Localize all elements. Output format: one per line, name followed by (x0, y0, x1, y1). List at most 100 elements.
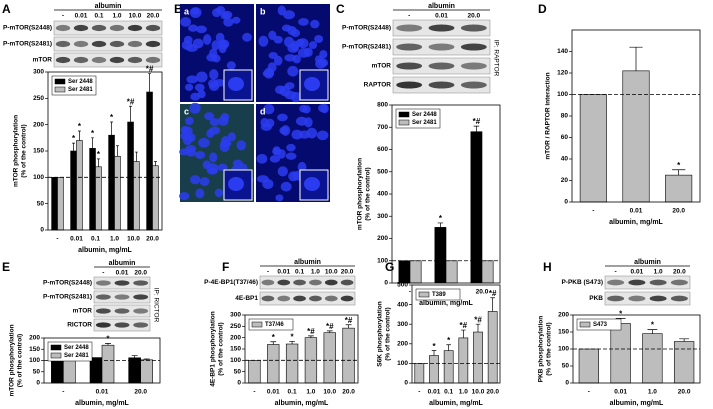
blot-strip (604, 291, 691, 306)
error-bar (72, 142, 76, 151)
nucleus (262, 178, 274, 190)
nucleus (281, 24, 292, 32)
bar (473, 331, 483, 384)
panel-letter: H (543, 260, 552, 274)
nucleus (302, 105, 311, 114)
blot-band (91, 24, 107, 32)
nucleus (209, 117, 220, 127)
y-axis-label: (% of the control) (218, 322, 225, 375)
blot-row-label: PKB (589, 295, 603, 302)
bar (114, 155, 121, 231)
blot-band (95, 280, 111, 286)
y-tick-label: 50 (37, 200, 45, 207)
y-tick-label: 500 (397, 282, 408, 289)
plot-frame (411, 284, 501, 384)
x-tick-label: 10.0 (127, 236, 140, 243)
nucleus (217, 163, 228, 172)
blot-row-label: RAPTOR (364, 82, 392, 89)
significance-mark: *# (473, 117, 481, 126)
blot-band (649, 295, 667, 302)
nucleus (304, 177, 320, 191)
image-label: b (260, 6, 266, 16)
significance-mark: * (619, 310, 623, 319)
y-axis-label: PKB phosphorylation (538, 316, 545, 382)
significance-mark: *# (326, 322, 334, 331)
x-tick-label: - (418, 389, 420, 396)
lane-label: 20.0 (341, 269, 354, 276)
lane-label: 0.01 (116, 270, 129, 277)
blot-strip (53, 36, 163, 52)
x-axis-label: albumin, mg/mL (610, 400, 664, 407)
nucleus (263, 103, 275, 115)
x-tick-label: 20.0 (476, 289, 489, 296)
error-bar (115, 145, 119, 157)
bar (70, 150, 77, 231)
bar (398, 260, 411, 284)
blot-strip (53, 20, 163, 36)
bar (127, 121, 134, 231)
y-axis-label: (% of the control) (365, 167, 372, 220)
bar (63, 360, 76, 384)
y-axis-label: S6K phosphorylation (377, 301, 384, 366)
y-tick-label: 300 (33, 69, 44, 76)
y-axis-label: (% of the control) (17, 334, 24, 387)
x-axis-label: albumin, mg/mL (78, 247, 132, 254)
y-tick-label: 60 (561, 134, 569, 141)
x-tick-label: 0.01 (614, 389, 627, 396)
legend-swatch (251, 321, 263, 328)
legend-label: Ser 2481 (64, 353, 89, 359)
legend-label: Ser 2448 (68, 79, 93, 85)
y-tick-label: 80 (561, 113, 569, 120)
ip-label: IP: RICTOR (152, 288, 159, 323)
nucleus (185, 116, 194, 126)
error-bar (270, 341, 277, 345)
nucleus (213, 78, 226, 87)
bar (140, 359, 153, 384)
nucleus (199, 176, 210, 187)
nucleus (263, 67, 275, 79)
x-tick-label: 1.0 (306, 389, 315, 396)
plot-frame (391, 104, 501, 284)
x-tick-label: 20.0 (146, 236, 159, 243)
y-tick-label: 100 (33, 174, 44, 181)
nucleus (314, 35, 324, 43)
error-bar (431, 350, 437, 356)
blot-band (428, 24, 455, 32)
y-axis-label: (% of the control) (546, 322, 553, 375)
blot-band (73, 56, 89, 64)
blot-band (109, 24, 125, 32)
y-tick-label: 20 (561, 177, 569, 184)
nucleus (320, 103, 329, 114)
error-bar (345, 324, 352, 329)
y-tick-label: 100 (377, 257, 388, 264)
blot-band (114, 280, 130, 286)
nucleus (273, 55, 283, 66)
nucleus (285, 152, 297, 160)
legend-label: Ser 2481 (68, 87, 93, 93)
blot-band (324, 279, 338, 286)
nucleus (286, 143, 296, 152)
blot-row-label: mTOR (372, 63, 392, 70)
nucleus (220, 12, 230, 20)
blot-band (607, 279, 625, 286)
nucleus (318, 58, 329, 67)
y-tick-label: 0 (40, 227, 44, 234)
x-tick-label: - (409, 289, 411, 296)
lane-label: 0.01 (277, 269, 290, 276)
y-axis-label: mTOR phosphorylation (9, 324, 16, 396)
y-tick-label: 50 (33, 368, 41, 375)
bar (248, 360, 261, 384)
x-tick-label: 0.1 (91, 236, 100, 243)
y-tick-label: 300 (377, 213, 388, 220)
lane-label: 0.01 (631, 269, 644, 276)
blot-band (145, 40, 161, 48)
lane-label: 20.0 (468, 13, 481, 20)
blot-band (460, 43, 487, 51)
bar (665, 174, 693, 203)
bar (76, 140, 83, 231)
legend-label: Ser 2448 (64, 345, 89, 351)
bar (414, 363, 425, 384)
error-bar (475, 323, 481, 333)
y-tick-label: 0 (564, 199, 568, 206)
